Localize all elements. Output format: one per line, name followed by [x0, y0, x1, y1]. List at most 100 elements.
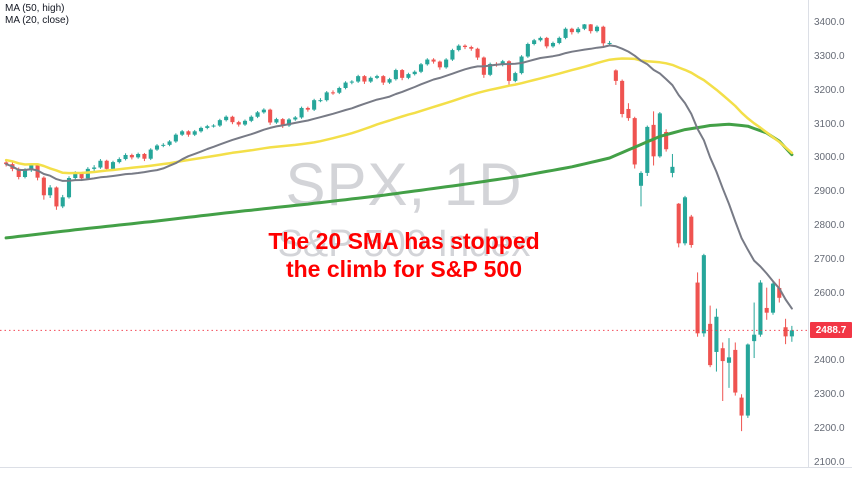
candle-body — [104, 160, 109, 169]
candle-body — [48, 187, 53, 196]
candle-body — [620, 80, 625, 115]
candle-body — [173, 134, 178, 142]
candle-body — [280, 119, 285, 126]
legend-ma-50-high[interactable]: MA (50, high) — [5, 3, 65, 14]
candle-body — [726, 357, 732, 363]
candle-body — [462, 45, 468, 48]
candle-body — [613, 70, 618, 81]
candle-body — [286, 119, 292, 126]
candle-body — [236, 122, 241, 125]
candle-body — [343, 82, 348, 88]
candle-body — [695, 282, 700, 334]
candle-body — [720, 348, 725, 362]
candle-body — [550, 42, 556, 47]
candle-body — [576, 28, 581, 33]
candle-body — [393, 70, 398, 80]
candle-body — [129, 154, 134, 158]
candle-body — [645, 126, 650, 173]
price-tick-label: 3300.0 — [814, 50, 845, 62]
ma-line — [4, 122, 794, 240]
price-axis[interactable]: 3400.0 3300.0 3200.0 3100.0 3000.0 2900.0 2800… — [808, 0, 852, 468]
candle-body — [318, 100, 323, 102]
candle-body — [368, 77, 373, 82]
candle-body — [789, 330, 794, 337]
candle-body — [475, 48, 480, 58]
candle-body — [324, 92, 329, 101]
candle-body — [217, 120, 222, 126]
candle-body — [783, 327, 788, 337]
candle-body — [60, 197, 65, 207]
candle-body — [148, 149, 153, 159]
candle-body — [764, 307, 769, 313]
candle-body — [242, 120, 248, 125]
candle-body — [349, 81, 354, 83]
candle-body — [123, 154, 128, 160]
candle-body — [632, 118, 637, 165]
candle-body — [582, 24, 587, 29]
candle-body — [154, 145, 160, 150]
candle-body — [488, 63, 493, 75]
candle-body — [714, 316, 719, 352]
annotation-line-1: The 20 SMA has stopped — [268, 228, 540, 254]
price-tick-label: 2100.0 — [814, 456, 845, 468]
candle-body — [425, 59, 430, 65]
candle-body — [444, 59, 449, 68]
candle-body — [538, 37, 543, 41]
candle-body — [381, 76, 386, 83]
candle-body — [293, 117, 298, 120]
annotation-text: The 20 SMA has stopped the climb for S&P… — [0, 227, 808, 283]
candle-body — [563, 28, 568, 38]
candle-body — [689, 216, 694, 246]
candle-body — [519, 56, 524, 74]
candle-body — [268, 109, 273, 123]
candle-body — [456, 45, 461, 51]
candle-body — [117, 159, 122, 163]
candle-body — [73, 173, 78, 179]
candle-body — [733, 349, 738, 393]
candle-body — [255, 112, 260, 117]
candle-body — [230, 116, 235, 123]
candle-body — [506, 61, 512, 81]
candle-body — [682, 197, 688, 244]
candle-body — [98, 160, 103, 168]
last-price-tag: 2488.7 — [810, 322, 852, 339]
candle-body — [198, 127, 204, 132]
candle-body — [92, 167, 97, 169]
candle-body — [670, 166, 675, 173]
price-tick-label: 2300.0 — [814, 389, 845, 401]
candle-body — [418, 64, 424, 72]
candle-body — [110, 162, 116, 169]
candle-body — [588, 24, 593, 32]
indicator-legend: MA (50, high) MA (20, close) — [5, 3, 69, 27]
candle-body — [192, 131, 197, 135]
candle-body — [594, 26, 600, 32]
candle-body — [261, 109, 266, 113]
candle-body — [664, 131, 669, 150]
candle-body — [569, 28, 574, 33]
candle-body — [657, 113, 662, 157]
candle-body — [400, 70, 405, 78]
candle-body — [777, 287, 782, 298]
candle-body — [676, 203, 681, 244]
candle-body — [22, 170, 28, 177]
candle-body — [312, 100, 317, 110]
candle-body — [450, 50, 455, 60]
candle-body — [374, 76, 380, 78]
legend-ma-20-close[interactable]: MA (20, close) — [5, 15, 69, 26]
candle-body — [513, 73, 518, 81]
candle-body — [274, 119, 279, 123]
candle-body — [66, 178, 72, 198]
candle-body — [557, 37, 562, 43]
candle-body — [532, 40, 537, 44]
candle-body — [249, 116, 254, 121]
candle-body — [356, 76, 361, 82]
annotation-line-2: the climb for S&P 500 — [285, 256, 523, 282]
candle-body — [431, 59, 436, 62]
time-axis[interactable] — [0, 467, 852, 485]
price-tick-label: 2200.0 — [814, 423, 845, 435]
ma-line — [4, 57, 794, 175]
price-tick-label: 2800.0 — [814, 220, 845, 231]
candle-body — [299, 107, 304, 118]
